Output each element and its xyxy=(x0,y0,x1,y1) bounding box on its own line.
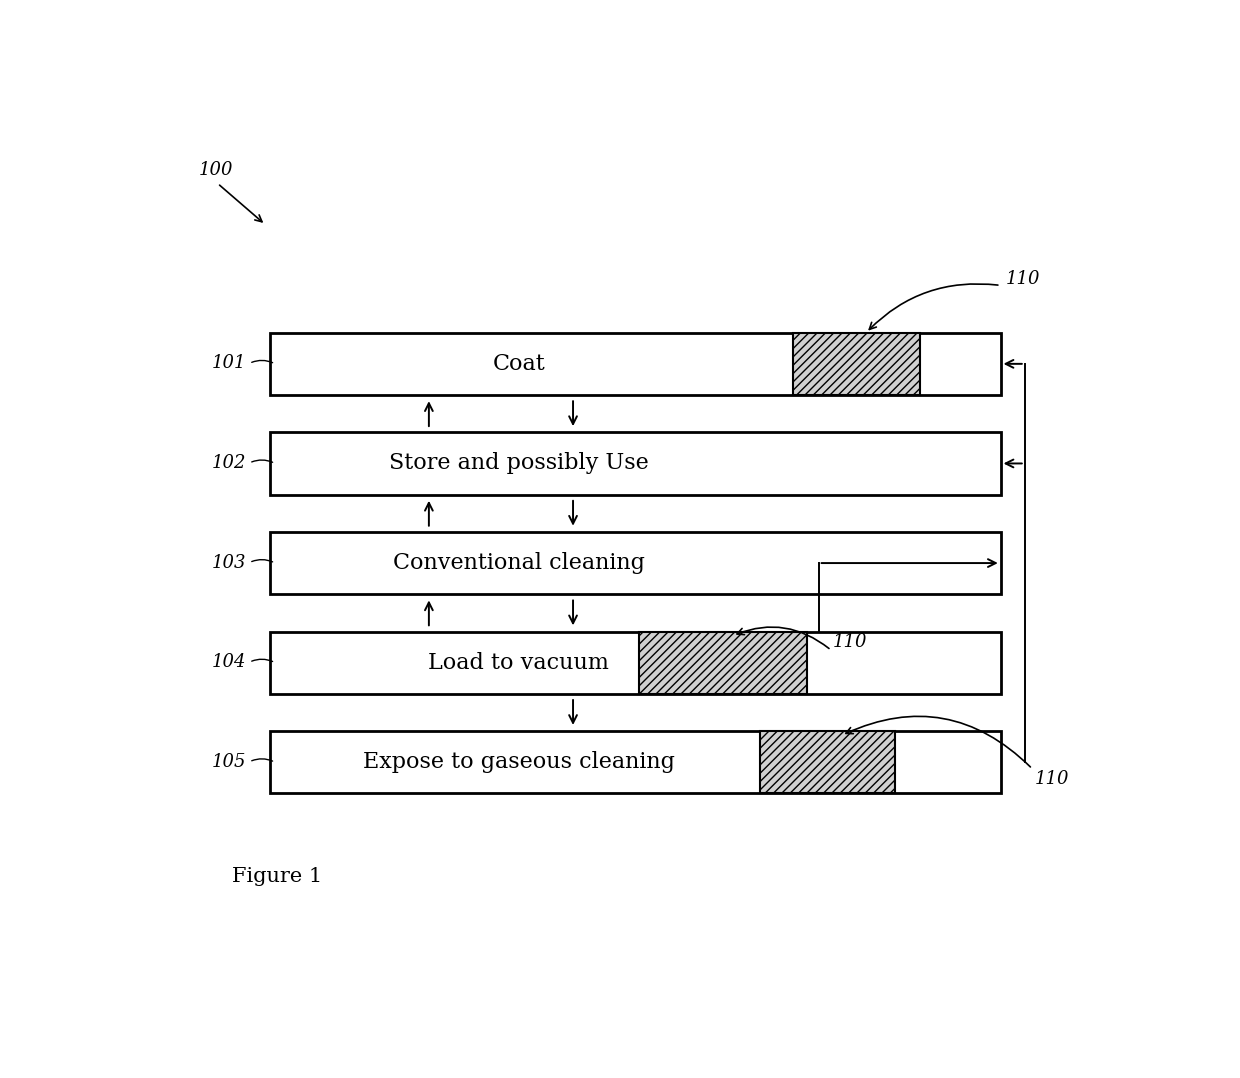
Text: 104: 104 xyxy=(212,653,247,672)
Text: Load to vacuum: Load to vacuum xyxy=(428,652,609,674)
Text: 101: 101 xyxy=(212,355,247,372)
Bar xyxy=(270,731,1001,793)
Text: 110: 110 xyxy=(1034,770,1069,788)
Bar xyxy=(760,731,895,793)
Bar xyxy=(270,432,1001,495)
Text: 110: 110 xyxy=(833,633,868,651)
Text: Expose to gaseous cleaning: Expose to gaseous cleaning xyxy=(363,751,675,773)
Text: Conventional cleaning: Conventional cleaning xyxy=(393,552,645,575)
Text: 105: 105 xyxy=(212,752,247,771)
Text: Store and possibly Use: Store and possibly Use xyxy=(389,453,649,474)
Text: Figure 1: Figure 1 xyxy=(232,867,322,886)
Bar xyxy=(639,632,807,694)
Bar xyxy=(270,333,1001,395)
Bar xyxy=(270,632,1001,694)
Text: Coat: Coat xyxy=(492,353,546,375)
Text: 100: 100 xyxy=(198,161,233,179)
Bar xyxy=(792,333,920,395)
Text: 103: 103 xyxy=(212,554,247,571)
Bar xyxy=(270,531,1001,594)
Text: 110: 110 xyxy=(1006,270,1040,288)
Text: 102: 102 xyxy=(212,454,247,472)
